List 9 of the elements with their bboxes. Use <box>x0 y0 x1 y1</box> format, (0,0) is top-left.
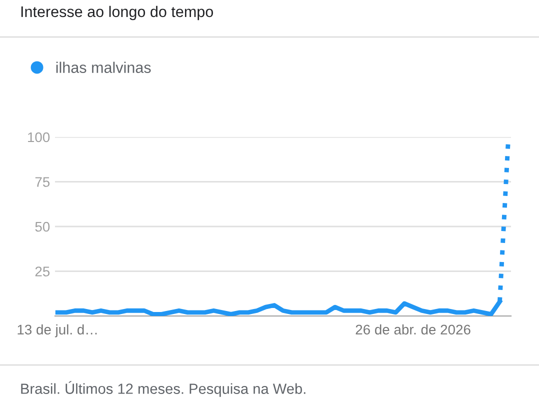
y-tick-label: 25 <box>35 266 50 276</box>
legend-label: ilhas malvinas <box>56 62 151 73</box>
y-tick-label: 100 <box>28 132 50 142</box>
y-tick-label: 50 <box>35 222 50 232</box>
chart-title: Interesse ao longo do tempo <box>21 6 214 20</box>
x-tick-label: 26 de abr. de 2026 <box>356 324 470 335</box>
text: Brasil. Últimos 12 meses. Pesquisa na Web. <box>21 381 306 397</box>
x-tick-label: 13 de jul. d… <box>18 324 97 338</box>
y-tick-label: 75 <box>35 177 50 187</box>
